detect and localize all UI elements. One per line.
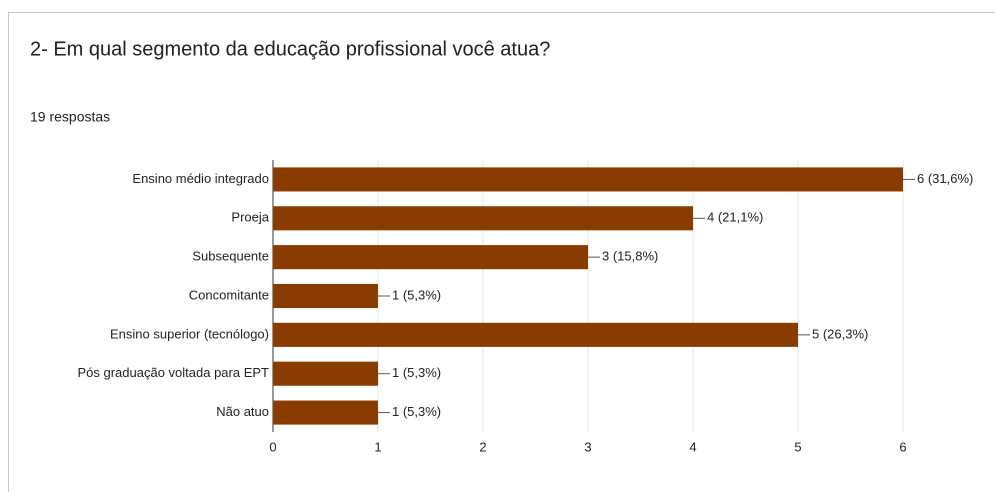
bar <box>273 283 378 309</box>
data-label: 1 (5,3%) <box>392 365 441 380</box>
bar <box>273 167 903 192</box>
data-label: 1 (5,3%) <box>392 287 441 302</box>
bar <box>273 245 588 270</box>
y-tick-label: Subsequente <box>192 249 269 264</box>
y-tick-label: Ensino superior (tecnólogo) <box>110 326 269 341</box>
x-tick-label: 0 <box>269 439 276 454</box>
data-label: 5 (26,3%) <box>812 326 868 341</box>
y-tick-label: Ensino médio integrado <box>132 171 269 186</box>
bar <box>273 400 378 425</box>
chart-title: 2- Em qual segmento da educação profissi… <box>30 38 550 60</box>
data-label: 1 (5,3%) <box>392 404 441 419</box>
x-tick-label: 1 <box>374 439 381 454</box>
x-tick-label: 5 <box>794 439 801 454</box>
x-tick-label: 6 <box>899 439 906 454</box>
bar <box>273 322 798 347</box>
data-label: 3 (15,8%) <box>602 249 658 264</box>
y-tick-label: Pós graduação voltada para EPT <box>77 365 269 380</box>
y-tick-label: Proeja <box>231 210 269 225</box>
x-tick-label: 3 <box>584 439 591 454</box>
data-label: 4 (21,1%) <box>707 210 763 225</box>
bar <box>273 206 693 231</box>
x-tick-label: 4 <box>689 439 696 454</box>
chart-subtitle: 19 respostas <box>30 109 110 125</box>
y-tick-label: Não atuo <box>216 404 269 419</box>
x-tick-label: 2 <box>479 439 486 454</box>
data-label: 6 (31,6%) <box>917 171 973 186</box>
y-tick-label: Concomitante <box>189 287 269 302</box>
bar <box>273 361 378 386</box>
